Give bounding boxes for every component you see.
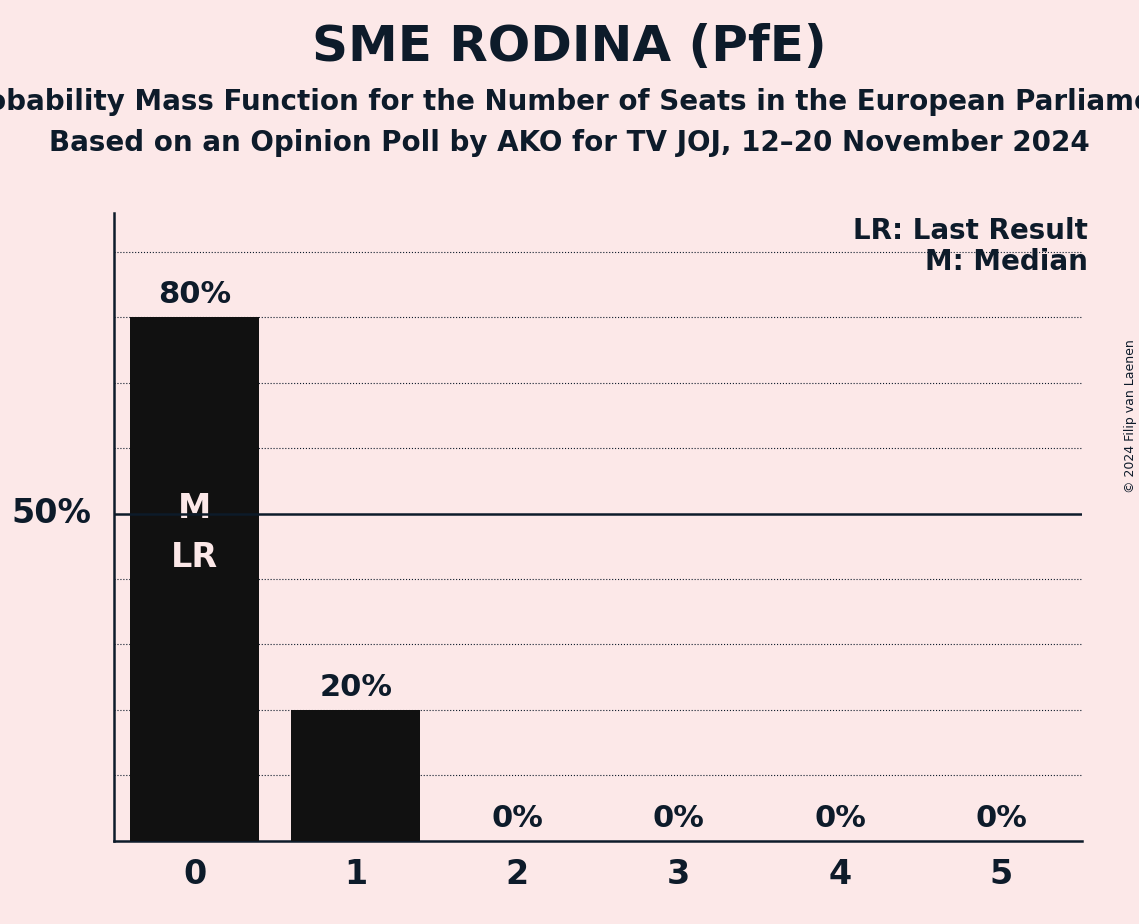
- Bar: [292, 710, 420, 841]
- Text: 50%: 50%: [11, 497, 91, 530]
- Text: M
LR: M LR: [171, 492, 219, 574]
- Bar: [130, 317, 259, 841]
- Text: Probability Mass Function for the Number of Seats in the European Parliament: Probability Mass Function for the Number…: [0, 88, 1139, 116]
- Text: SME RODINA (PfE): SME RODINA (PfE): [312, 23, 827, 71]
- Text: 80%: 80%: [158, 280, 231, 310]
- Text: 20%: 20%: [319, 673, 393, 702]
- Text: 0%: 0%: [653, 804, 705, 833]
- Text: Based on an Opinion Poll by AKO for TV JOJ, 12–20 November 2024: Based on an Opinion Poll by AKO for TV J…: [49, 129, 1090, 157]
- Text: 0%: 0%: [491, 804, 543, 833]
- Text: 0%: 0%: [975, 804, 1027, 833]
- Text: LR: Last Result: LR: Last Result: [853, 217, 1088, 245]
- Text: © 2024 Filip van Laenen: © 2024 Filip van Laenen: [1124, 339, 1137, 492]
- Text: 0%: 0%: [814, 804, 866, 833]
- Text: M: Median: M: Median: [925, 248, 1088, 275]
